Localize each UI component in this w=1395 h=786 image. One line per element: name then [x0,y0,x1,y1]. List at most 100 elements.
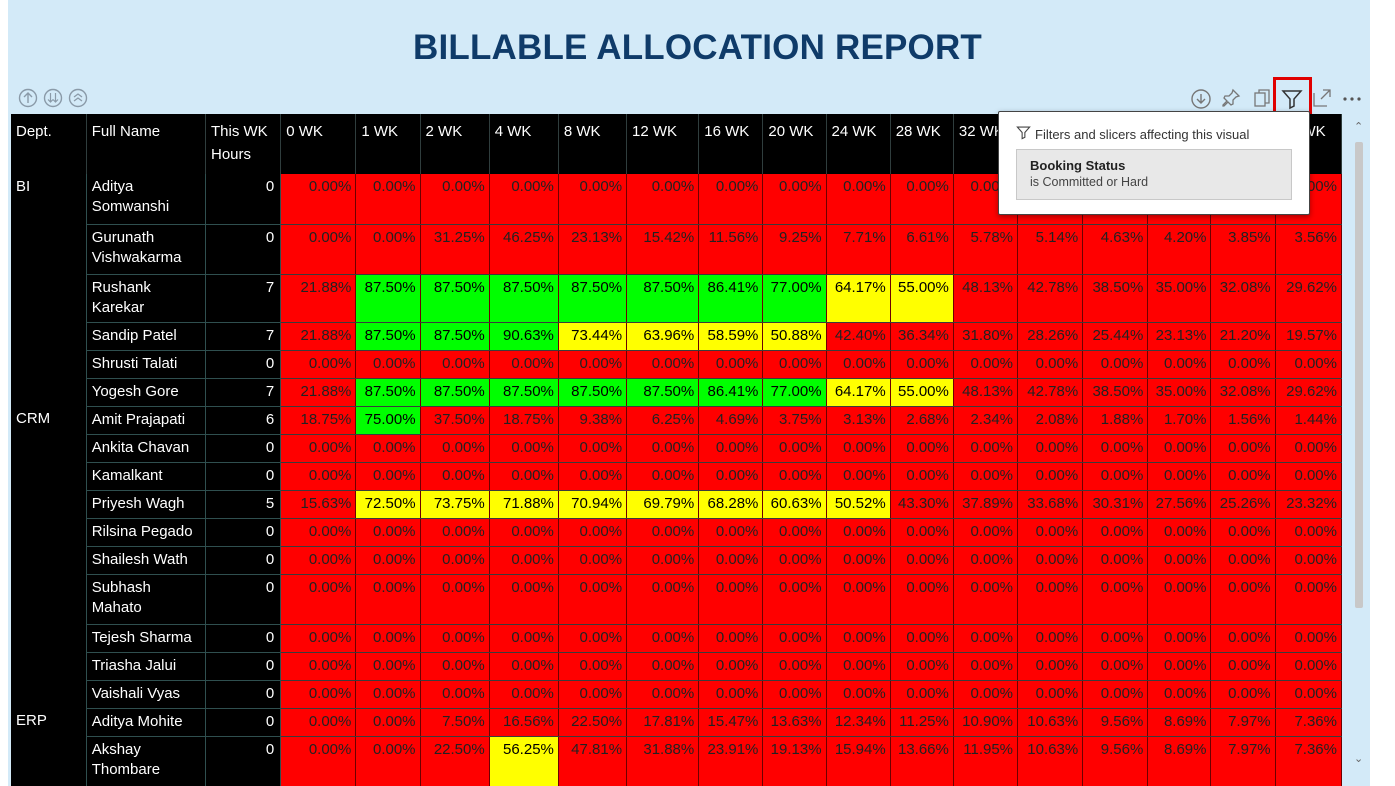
allocation-cell: 23.32% [1275,490,1342,519]
drill-down-icon[interactable] [43,88,63,108]
allocation-cell: 0.00% [1210,350,1276,379]
allocation-cell: 0.00% [1082,680,1149,709]
column-header[interactable]: 2 WK [420,114,490,174]
filter-small-icon [1016,125,1031,143]
allocation-cell: 0.00% [698,574,764,625]
column-header[interactable]: Dept. [11,114,87,174]
hours-cell: 0 [205,518,282,547]
column-header[interactable]: Full Name [86,114,207,174]
dept-cell [11,652,87,680]
name-cell: Tejesh Sharma [86,624,207,653]
allocation-cell: 7.97% [1210,736,1276,786]
allocation-cell: 55.00% [890,378,954,407]
pin-icon[interactable] [1220,87,1242,109]
scrollbar-thumb[interactable] [1355,142,1363,608]
allocation-cell: 0.00% [890,350,954,379]
table-row: Shailesh Wath 0 0.00% 0.00% 0.00% 0.00% 0.00% 0… [11,546,1342,575]
allocation-cell: 0.00% [1147,652,1212,681]
allocation-cell: 0.00% [1210,462,1276,491]
column-header[interactable]: 1 WK [355,114,421,174]
allocation-cell: 0.00% [890,574,954,625]
dept-cell [11,322,87,350]
allocation-cell: 0.00% [890,434,954,463]
allocation-cell: 0.00% [1210,652,1276,681]
column-header[interactable]: 0 WK [280,114,357,174]
allocation-cell: 0.00% [626,546,700,575]
allocation-cell: 0.00% [1017,574,1084,625]
allocation-cell: 0.00% [1082,434,1149,463]
name-cell: Ankita Chavan [86,434,207,463]
filter-icon[interactable] [1281,88,1303,110]
allocation-cell: 87.50% [489,274,559,323]
column-header[interactable]: 12 WK [626,114,700,174]
drill-up-icon[interactable] [18,88,38,108]
allocation-cell: 31.80% [953,322,1019,351]
expand-hierarchy-icon[interactable] [68,88,88,108]
table-row: Priyesh Wagh 5 15.63% 72.50% 73.75% 71.88% 70.… [11,490,1342,519]
allocation-cell: 15.47% [698,708,764,737]
vertical-scrollbar[interactable]: ⌃ ⌄ [1352,116,1366,786]
allocation-cell: 0.00% [420,680,490,709]
allocation-cell: 87.50% [355,378,421,407]
allocation-cell: 0.00% [826,174,891,225]
focus-mode-icon[interactable] [1311,87,1333,109]
allocation-cell: 0.00% [489,574,559,625]
dept-cell: ERP [11,708,87,736]
table-row: ERP Aditya Mohite 0 0.00% 0.00% 7.50% 16.56% 22… [11,708,1342,737]
more-options-icon[interactable] [1341,87,1363,109]
allocation-cell: 0.00% [953,350,1019,379]
allocation-cell: 0.00% [626,518,700,547]
allocation-cell: 0.00% [762,680,827,709]
allocation-cell: 29.62% [1275,378,1342,407]
scroll-up-icon[interactable]: ⌃ [1354,120,1364,133]
allocation-cell: 0.00% [355,518,421,547]
allocation-cell: 0.00% [1017,434,1084,463]
allocation-cell: 0.00% [558,652,628,681]
dept-cell [11,680,87,708]
allocation-cell: 0.00% [558,434,628,463]
column-header[interactable]: 4 WK [489,114,559,174]
column-header[interactable]: 28 WK [890,114,954,174]
table-row: Tejesh Sharma 0 0.00% 0.00% 0.00% 0.00% 0.00% 0… [11,624,1342,653]
allocation-cell: 0.00% [1147,434,1212,463]
table-row: Kamalkant 0 0.00% 0.00% 0.00% 0.00% 0.00% 0.00%… [11,462,1342,491]
dept-cell [11,462,87,490]
filter-tooltip-header: Filters and slicers affecting this visua… [1016,125,1249,143]
allocation-cell: 0.00% [890,462,954,491]
allocation-cell: 64.17% [826,274,891,323]
column-header[interactable]: 8 WK [558,114,628,174]
allocation-cell: 0.00% [1017,680,1084,709]
name-cell: Shailesh Wath [86,546,207,575]
column-header[interactable]: 16 WK [698,114,764,174]
allocation-cell: 0.00% [762,624,827,653]
allocation-cell: 5.78% [953,224,1019,275]
allocation-cell: 0.00% [558,462,628,491]
column-header[interactable]: 24 WK [826,114,891,174]
allocation-cell: 0.00% [1275,652,1342,681]
column-header[interactable]: This WK Hours [205,114,282,174]
allocation-cell: 0.00% [280,546,357,575]
column-header[interactable]: 20 WK [762,114,827,174]
allocation-cell: 0.00% [762,574,827,625]
allocation-cell: 0.00% [626,574,700,625]
hours-cell: 7 [205,322,282,351]
allocation-cell: 86.41% [698,378,764,407]
allocation-cell: 0.00% [698,518,764,547]
allocation-cell: 48.13% [953,378,1019,407]
allocation-cell: 13.66% [890,736,954,786]
allocation-cell: 0.00% [626,680,700,709]
allocation-cell: 0.00% [489,680,559,709]
allocation-cell: 0.00% [558,174,628,225]
allocation-cell: 0.00% [280,574,357,625]
filter-tooltip-title: Filters and slicers affecting this visua… [1035,126,1250,142]
allocation-cell: 10.90% [953,708,1019,737]
scroll-down-icon[interactable]: ⌄ [1354,752,1364,765]
copy-icon[interactable] [1251,87,1273,109]
allocation-cell: 0.00% [953,518,1019,547]
allocation-cell: 0.00% [762,518,827,547]
allocation-cell: 9.56% [1082,736,1149,786]
name-cell: Akshay Thombare [86,736,207,786]
table-row: Rilsina Pegado 0 0.00% 0.00% 0.00% 0.00% 0.00%… [11,518,1342,547]
download-icon[interactable] [1190,87,1212,109]
allocation-cell: 0.00% [489,350,559,379]
